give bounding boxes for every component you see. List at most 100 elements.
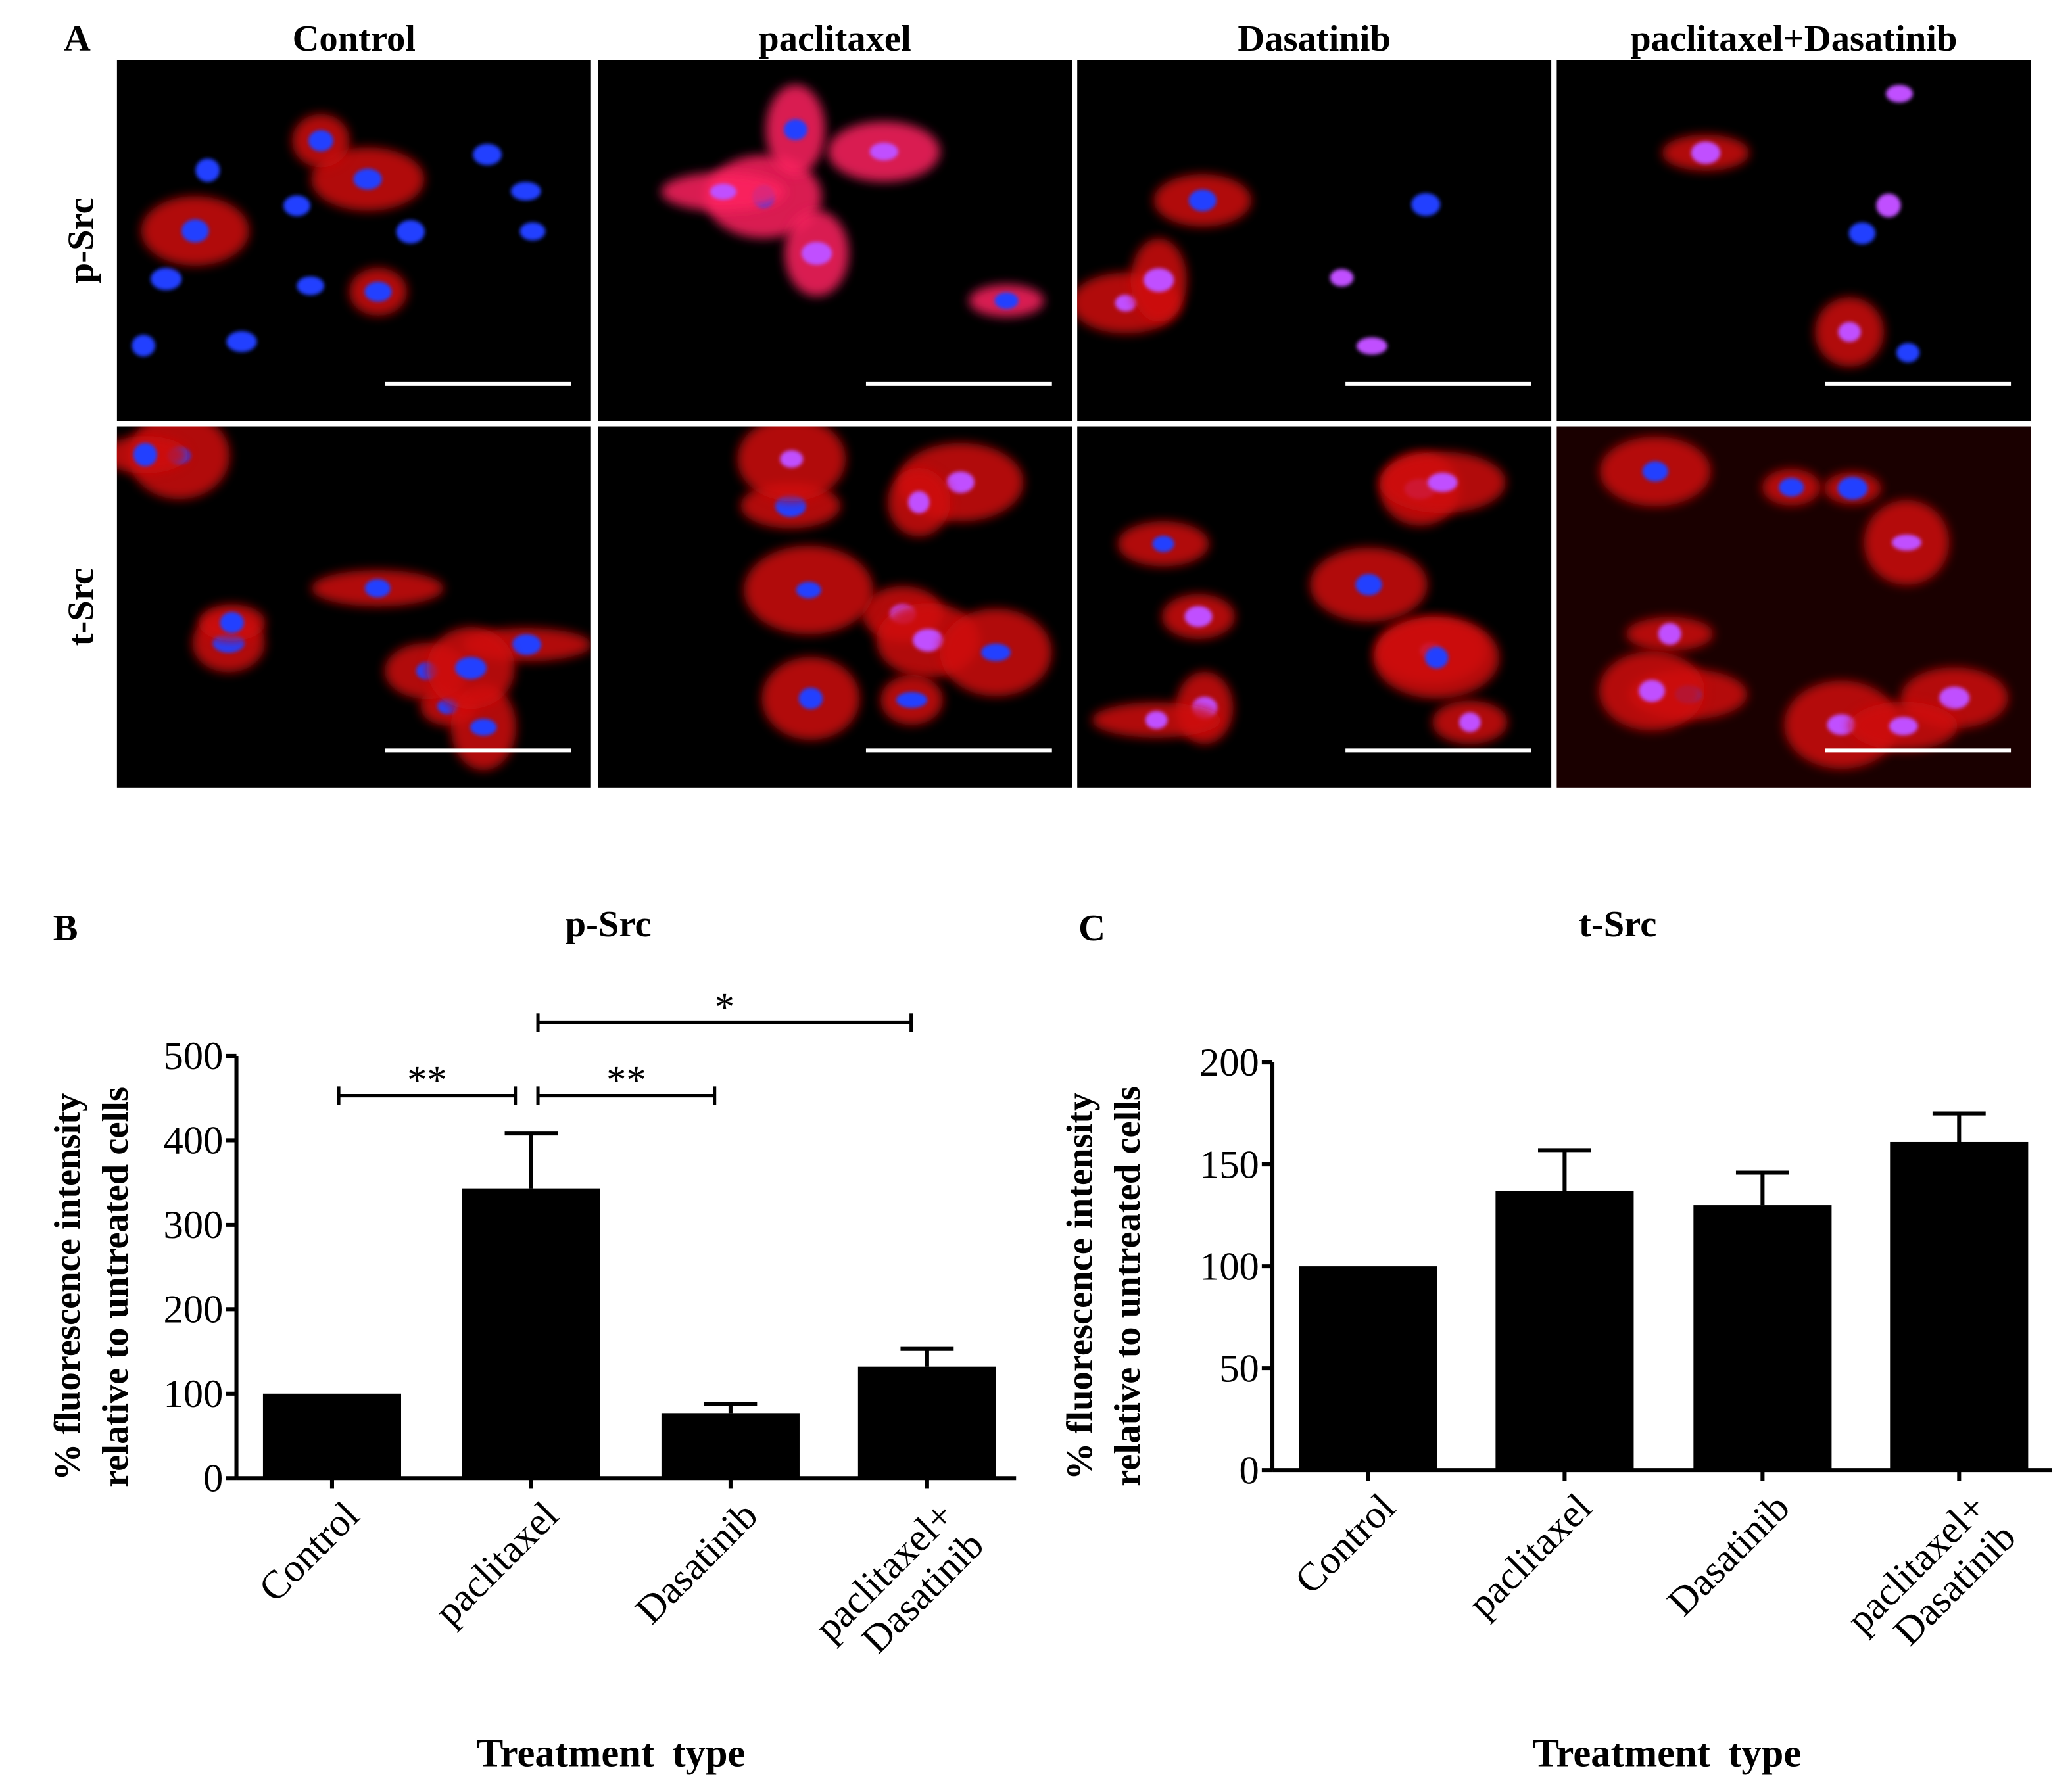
nucleus <box>1152 535 1174 552</box>
nucleus <box>308 130 333 152</box>
micrograph <box>597 426 1072 788</box>
nucleus <box>994 292 1019 309</box>
chart-title: p-Src <box>566 904 652 945</box>
nucleus <box>195 158 220 182</box>
bar <box>857 1366 996 1479</box>
nucleus <box>1356 337 1387 355</box>
bar <box>262 1393 402 1479</box>
image-bg <box>1077 60 1552 421</box>
y-axis-label: % fluorescence intensity <box>1059 1093 1100 1480</box>
nucleus <box>396 220 425 244</box>
microscopy-grid: Control paclitaxel Dasatinib paclitaxel+Das… <box>60 18 2031 788</box>
error-bar <box>1932 1111 1986 1142</box>
nucleus <box>1330 268 1354 287</box>
row-header: p-Src <box>60 197 101 283</box>
nucleus <box>896 692 928 708</box>
bar <box>1495 1191 1634 1471</box>
nucleus <box>1876 193 1901 218</box>
nucleus <box>473 143 502 166</box>
nucleus <box>455 657 487 680</box>
nucleus <box>470 719 497 736</box>
nucleus <box>512 634 542 655</box>
panel-label: C <box>1078 908 1105 949</box>
nucleus <box>181 219 209 243</box>
bar <box>1890 1141 2029 1471</box>
nucleus <box>283 195 310 216</box>
x-axis-label: Treatment type <box>1533 1732 1802 1776</box>
nucleus <box>364 281 392 302</box>
nucleus <box>1642 461 1668 482</box>
image-bg <box>1556 60 2031 421</box>
nucleus <box>132 335 156 357</box>
y-tick-label: 200 <box>163 1288 223 1332</box>
significance-label: ** <box>407 1059 447 1103</box>
nucleus <box>1115 295 1137 312</box>
nucleus <box>946 471 975 493</box>
significance-bracket: * <box>536 985 913 1032</box>
bar <box>462 1188 600 1479</box>
micrograph <box>116 426 591 788</box>
y-tick-label: 200 <box>1199 1041 1259 1085</box>
nucleus <box>1658 623 1681 645</box>
error-bar <box>704 1402 758 1414</box>
bar <box>1299 1266 1437 1471</box>
nucleus <box>798 688 823 709</box>
row-header: t-Src <box>60 568 101 646</box>
nucleus <box>1827 714 1856 736</box>
nucleus <box>1889 717 1918 736</box>
micrograph <box>1077 426 1552 788</box>
bar <box>1693 1205 1832 1471</box>
column-header: paclitaxel <box>758 18 911 59</box>
nucleus <box>353 168 382 190</box>
column-header: Control <box>293 18 416 59</box>
y-axis-label: relative to untreated cells <box>1107 1086 1148 1487</box>
x-tick-label: paclitaxel+Dasatinib <box>1839 1485 2025 1671</box>
nucleus <box>297 276 325 295</box>
nucleus <box>1939 686 1970 709</box>
nucleus <box>1144 268 1174 293</box>
nucleus <box>1838 321 1861 343</box>
nucleus <box>710 183 737 200</box>
nucleus <box>133 442 157 467</box>
nucleus <box>1188 189 1217 212</box>
nucleus <box>519 222 546 241</box>
nucleus <box>220 611 245 634</box>
error-bar <box>1735 1170 1789 1206</box>
y-tick-label: 300 <box>163 1203 223 1247</box>
micrograph <box>1077 60 1552 421</box>
micrograph <box>1556 60 2031 421</box>
nucleus <box>1891 535 1922 551</box>
nucleus <box>801 241 832 265</box>
significance-label: * <box>715 985 735 1029</box>
nucleus <box>780 450 804 468</box>
y-tick-label: 100 <box>1199 1245 1259 1289</box>
y-tick-label: 0 <box>1240 1448 1259 1492</box>
x-tick-label: paclitaxel+Dasatinib <box>806 1493 992 1679</box>
nucleus <box>908 490 930 513</box>
error-bar <box>504 1131 558 1189</box>
nucleus <box>226 331 257 352</box>
y-tick-label: 150 <box>1199 1143 1259 1187</box>
nucleus <box>1691 141 1721 164</box>
micrograph <box>1556 426 2031 788</box>
column-header: Dasatinib <box>1238 18 1391 59</box>
significance-label: ** <box>606 1059 646 1103</box>
nucleus <box>1145 711 1168 729</box>
x-tick-label: Dasatinib <box>627 1493 767 1632</box>
x-tick-label: Control <box>251 1493 368 1610</box>
x-axis-label: Treatment type <box>477 1732 746 1776</box>
nucleus <box>510 181 541 201</box>
y-tick-label: 400 <box>163 1119 223 1163</box>
y-axis-label: % fluorescence intensity <box>47 1093 88 1481</box>
nucleus <box>796 581 821 599</box>
column-header: paclitaxel+Dasatinib <box>1630 18 1957 59</box>
significance-bracket: ** <box>337 1059 518 1105</box>
nucleus <box>1184 606 1213 627</box>
y-tick-label: 100 <box>163 1372 223 1416</box>
nucleus <box>1355 573 1382 596</box>
nucleus <box>1639 679 1665 702</box>
